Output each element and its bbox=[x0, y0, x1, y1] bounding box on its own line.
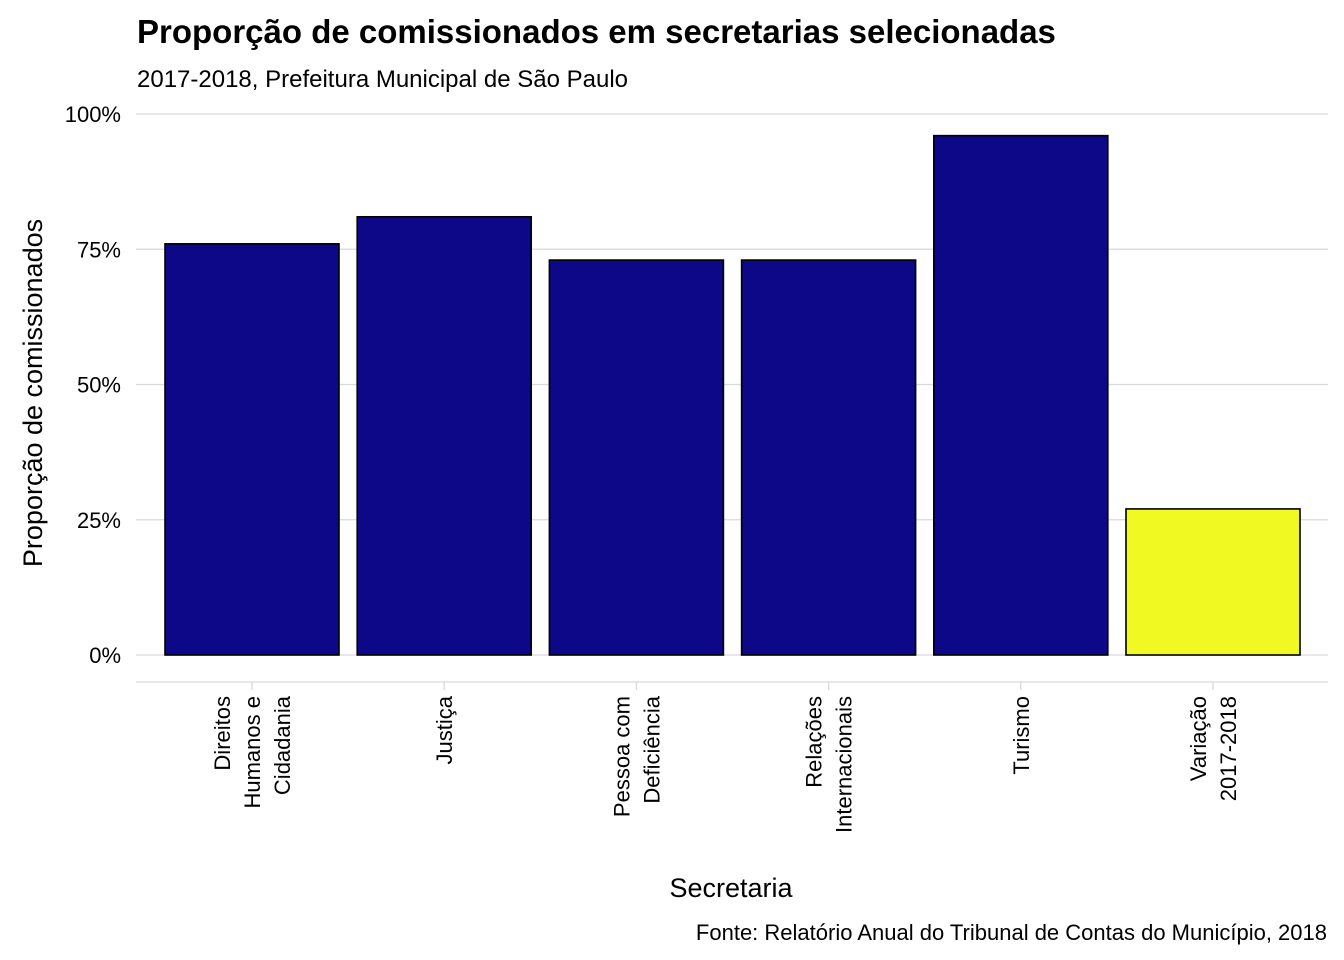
x-tick-label: Pessoa com Deficiência bbox=[609, 695, 664, 817]
y-tick-labels: 0% 25% 50% 75% 100% bbox=[65, 102, 121, 668]
y-tick-label: 50% bbox=[77, 373, 121, 398]
bar bbox=[932, 134, 1109, 656]
bars bbox=[164, 134, 1301, 656]
x-tick-label: Justiça bbox=[432, 695, 457, 764]
y-axis-title: Proporção de comissionados bbox=[18, 219, 48, 567]
x-tick-label: Direitos Humanos e Cidadania bbox=[210, 695, 295, 808]
bar bbox=[548, 259, 725, 656]
y-tick-label: 100% bbox=[65, 102, 121, 127]
chart-caption: Fonte: Relatório Anual do Tribunal de Co… bbox=[696, 920, 1327, 945]
x-tick-labels: Direitos Humanos e Cidadania Justiça Pessoa … bbox=[210, 695, 1241, 833]
bar bbox=[164, 243, 340, 656]
bar bbox=[356, 215, 533, 656]
chart-subtitle: 2017-2018, Prefeitura Municipal de São P… bbox=[137, 66, 628, 93]
x-tick-label: Turismo bbox=[1009, 696, 1034, 775]
bar bbox=[1125, 508, 1301, 656]
x-tick-label: Variação 2017-2018 bbox=[1186, 696, 1241, 801]
chart-title: Proporção de comissionados em secretaria… bbox=[137, 13, 1056, 50]
y-tick-label: 0% bbox=[89, 643, 121, 668]
y-tick-label: 75% bbox=[77, 237, 121, 262]
x-tick-marks bbox=[251, 682, 1214, 690]
y-tick-label: 25% bbox=[77, 508, 121, 533]
x-axis-title: Secretaria bbox=[669, 873, 793, 903]
bar bbox=[740, 259, 917, 656]
x-tick-label: Relações Internacionais bbox=[802, 696, 857, 833]
